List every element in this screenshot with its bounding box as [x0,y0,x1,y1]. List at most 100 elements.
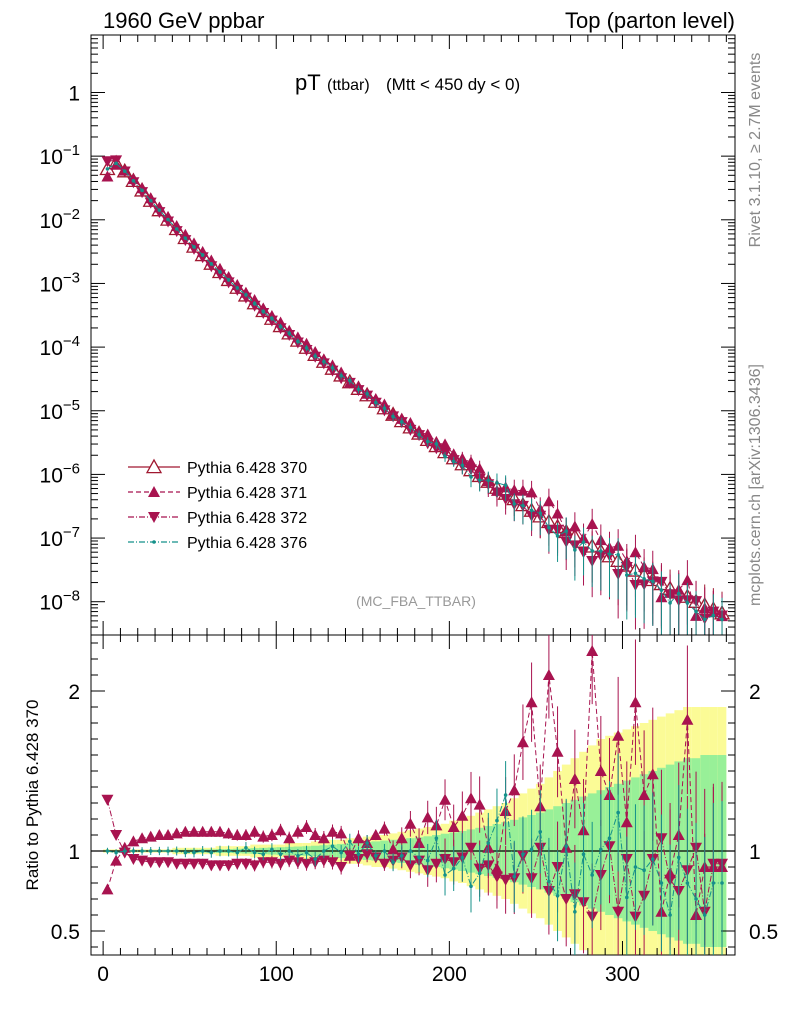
mcplots-label: mcplots.cern.ch [arXiv:1306.3436] [747,364,764,606]
ratio-y-tick-label: 2 [68,681,80,704]
y-tick-label: 10−2 [40,206,80,233]
ratio-point [434,836,439,840]
ratio-point [196,858,209,870]
ratio-point [560,894,573,905]
data-point [304,346,309,350]
ratio-point [425,858,430,863]
process-label: Top (parton level) [565,8,735,33]
ratio-point [153,857,166,869]
data-point [188,243,201,255]
ratio-point [205,825,218,837]
data-point [287,331,292,336]
data-point [538,511,543,515]
data-point [209,262,214,266]
ratio-point [257,830,270,842]
title-sub: (ttbar) [327,77,370,94]
data-point [356,387,361,392]
data-point [694,609,698,614]
data-point [239,292,252,304]
data-point [425,439,430,444]
x-tick-label: 300 [605,963,640,986]
ratio-point [235,850,240,855]
ratio-point [430,858,443,870]
ratio-point [105,849,110,853]
ratio-point [283,832,296,844]
ratio-point [270,847,274,852]
y-tick-label: 10−8 [40,588,80,615]
ratio-point [490,871,503,883]
data-point [629,546,642,558]
ratio-point [612,906,625,918]
data-point [469,475,473,479]
ratio-point [322,849,326,853]
legend-label: Pythia 6.428 370 [187,460,307,477]
data-point [136,187,149,199]
data-point [205,261,218,273]
data-point [144,197,157,209]
data-point [231,284,244,296]
ratio-point [209,850,214,855]
ratio-point [309,829,322,840]
x-tick-label: 0 [97,963,109,986]
ratio-point [157,849,162,853]
ratio-point [638,789,651,800]
ratio-point [213,825,226,837]
ratio-series-3 [105,753,724,955]
series-3 [101,155,729,635]
ratio-y-tick-label-right: 2 [749,681,761,704]
ratio-point [287,849,292,853]
data-point [542,495,555,507]
ratio-point [252,850,257,855]
data-point [434,442,439,446]
ratio-point [711,881,716,885]
series-1 [99,154,731,635]
ratio-point [625,895,629,900]
ratio-point [131,849,136,853]
ratio-point [599,847,603,852]
ratio-point [326,825,339,837]
ratio-point [581,852,586,856]
data-point [607,552,612,556]
ratio-point [326,857,339,869]
data-point [581,540,586,544]
ratio-point [555,894,560,898]
data-point [573,548,577,552]
ratio-point [413,837,426,848]
ratio-point [516,736,529,748]
data-point [421,428,434,440]
ratio-point [218,849,222,853]
legend-entry-2: Pythia 6.428 371 [128,485,307,502]
ratio-point [348,839,352,844]
ratio-point [300,858,313,870]
ratio-point [179,825,192,837]
ratio-point [304,850,309,855]
data-point [114,161,118,166]
ratio-point [196,825,209,837]
data-point [586,517,599,529]
data-point [235,286,240,290]
legend-marker [145,458,163,474]
ratio-point [291,825,304,837]
ratio-point [222,860,235,872]
ratio-point [650,857,655,861]
ratio-point [629,696,642,708]
ratio-point [222,827,235,839]
data-point [503,483,508,488]
ratio-point [188,825,201,837]
y-tick-label: 10−6 [40,460,80,487]
y-tick-label: 10−7 [40,524,80,551]
ratio-point [122,849,127,853]
data-point [296,339,300,344]
ratio-point [162,857,175,869]
ratio-point [439,793,452,805]
ratio-point [456,809,469,821]
data-point [568,520,581,532]
ratio-point [378,822,391,834]
ratio-point [525,696,538,708]
data-point [720,617,724,622]
data-point [659,588,664,592]
y-tick-label: 10−3 [40,269,80,296]
ratio-point [681,713,694,725]
ratio-point [136,855,149,867]
data-point [711,613,716,618]
